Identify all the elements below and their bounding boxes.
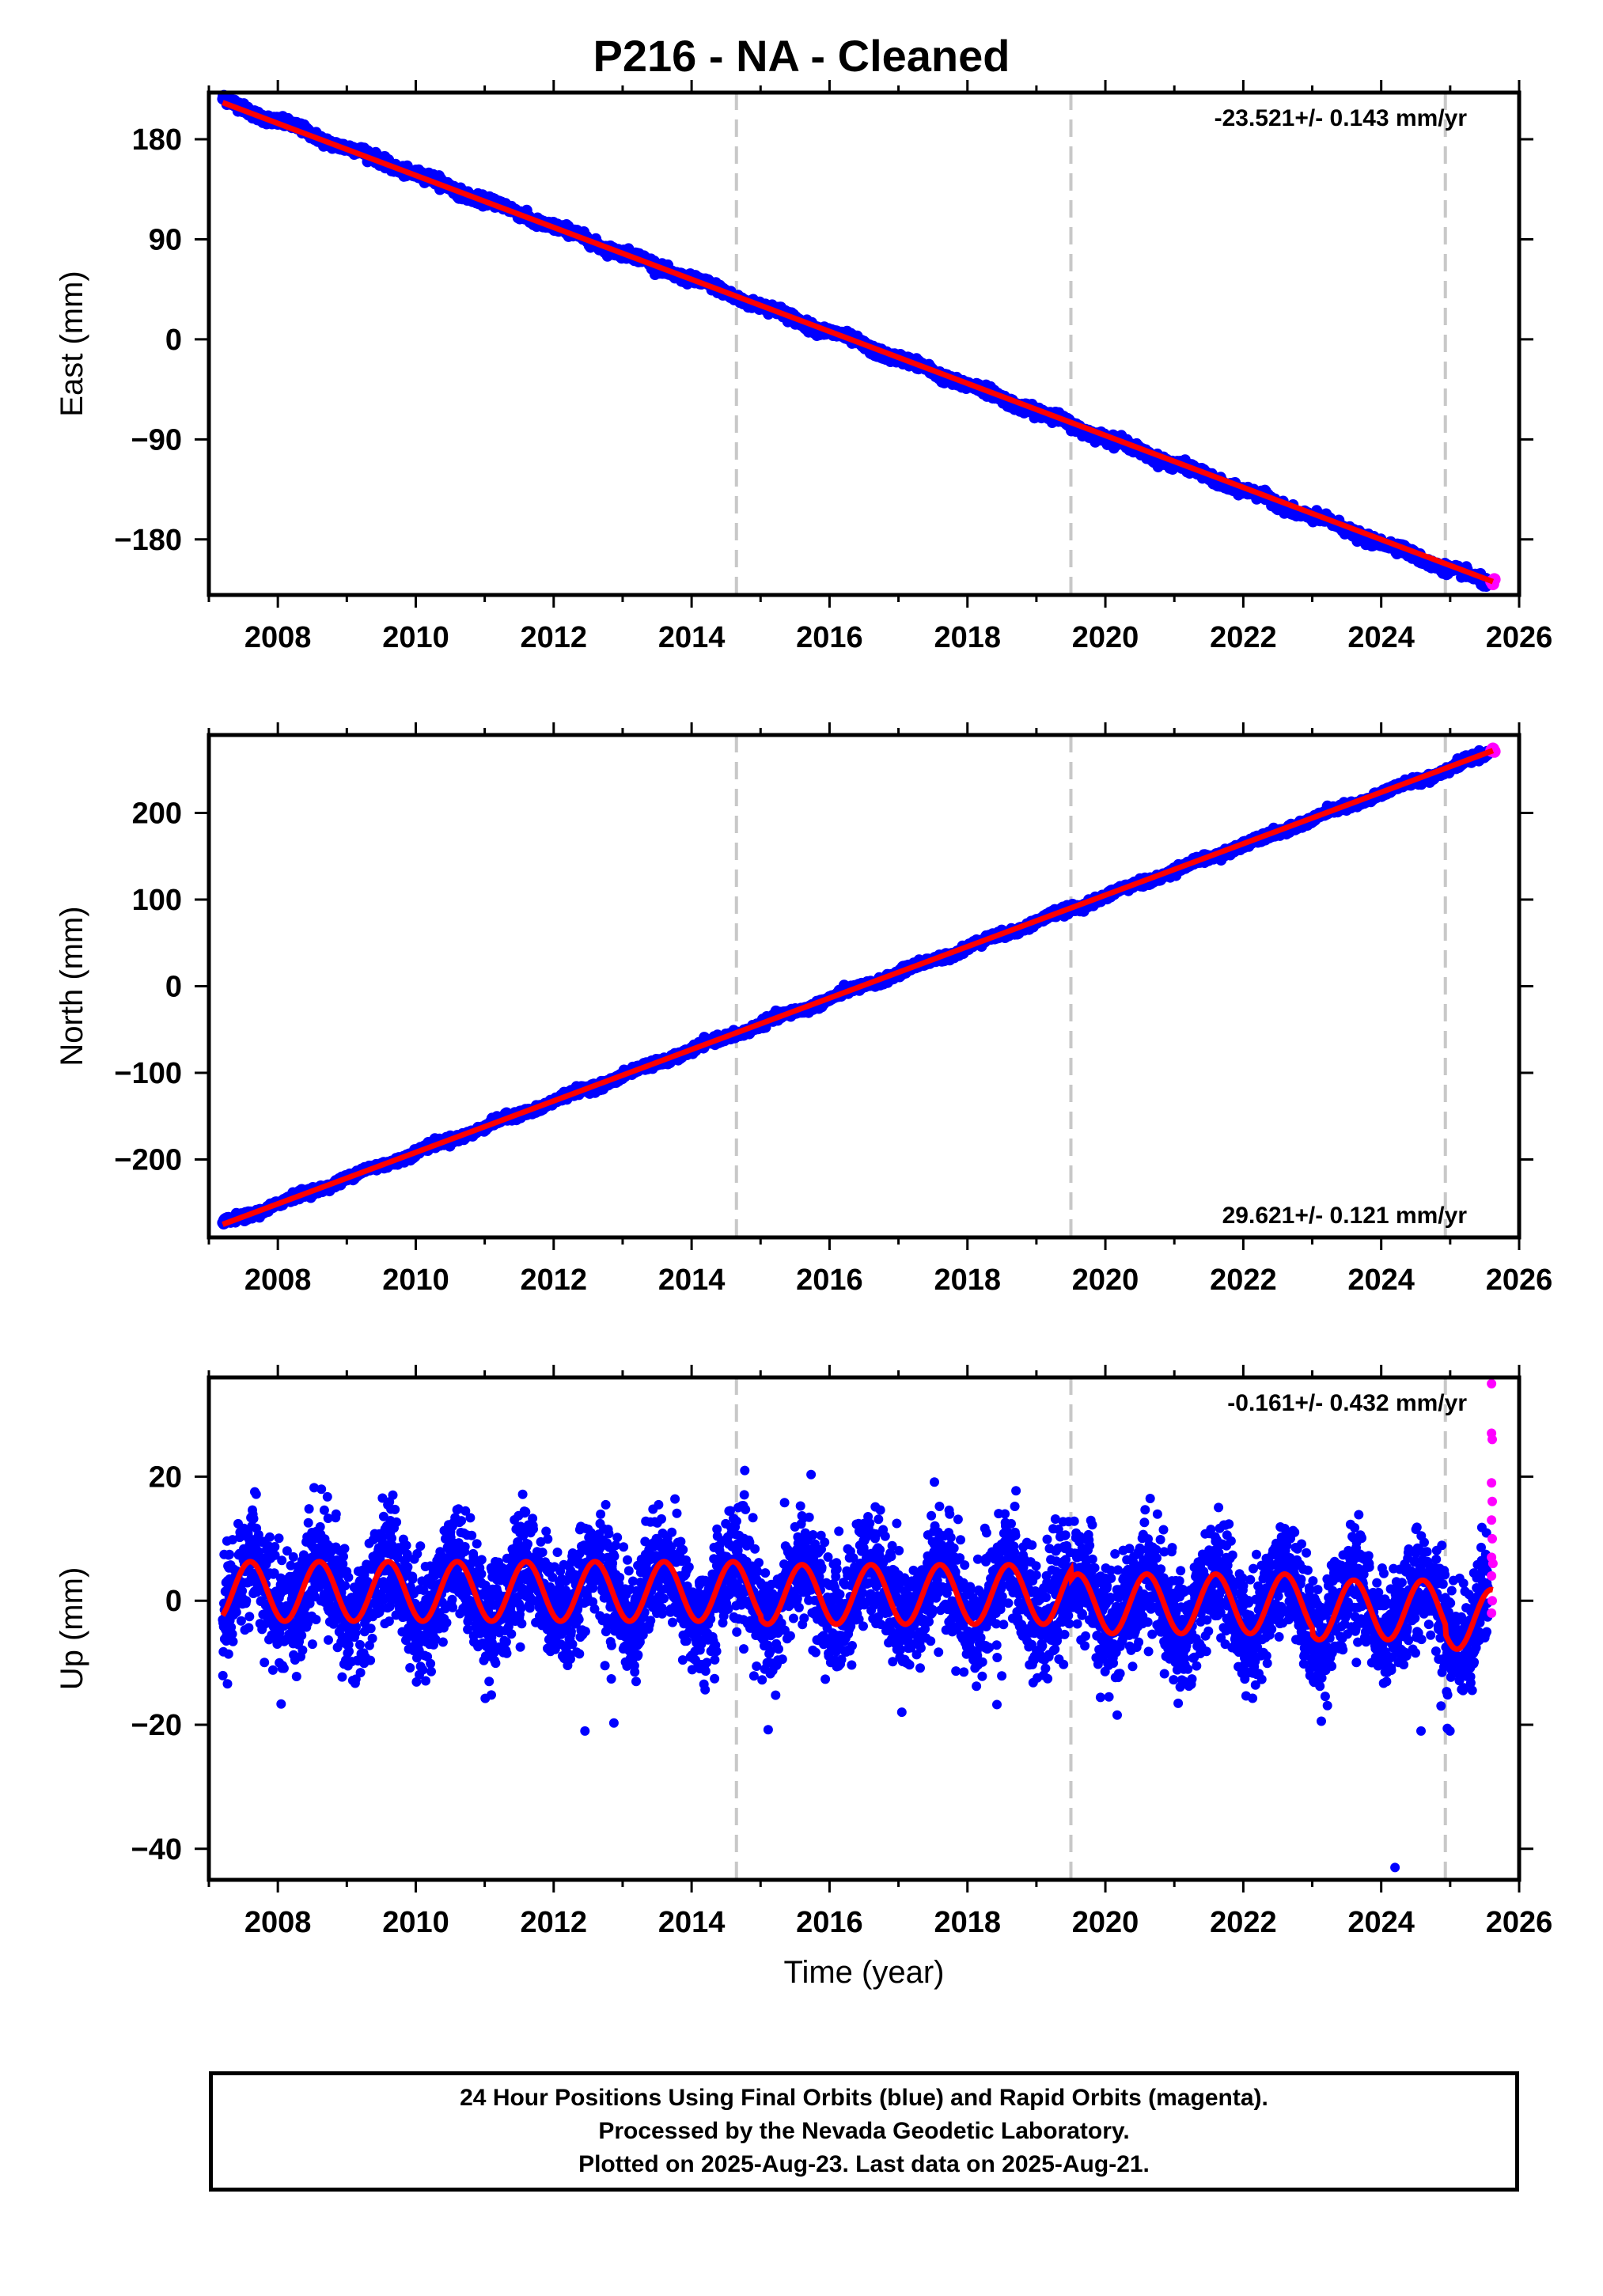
x-tick-label: 2018 [934,621,1001,654]
x-tick-label: 2012 [521,621,588,654]
x-tick-label: 2026 [1486,621,1553,654]
rate-label: -23.521+/- 0.143 mm/yr [1215,105,1468,131]
x-tick-label: 2008 [244,621,312,654]
model-fit-line [222,100,1495,585]
x-tick-label: 2010 [382,621,449,654]
y-tick-label: 90 [149,223,182,256]
x-tick-label: 2024 [1347,621,1415,654]
y-tick-label: −90 [131,423,182,457]
y-tick-label: 180 [132,123,182,157]
panel-2: 2008 2010 2012 2014 2016 2018 2020 2022 2024 2026… [55,722,1552,1297]
x-tick-label: 2020 [1072,621,1139,654]
page-title: P216 - NA - Cleaned [593,31,1010,81]
y-tick-label: 0 [165,324,182,357]
panel-1: 2008 2010 2012 2014 2016 2018 2020 2022 2024 2026… [55,80,1552,654]
x-tick-label: 2022 [1210,621,1277,654]
x-tick-label: 2014 [658,621,726,654]
y-axis-label: East (mm) [55,271,89,416]
y-tick-label: −180 [114,524,182,557]
x-tick-label: 2016 [796,621,863,654]
